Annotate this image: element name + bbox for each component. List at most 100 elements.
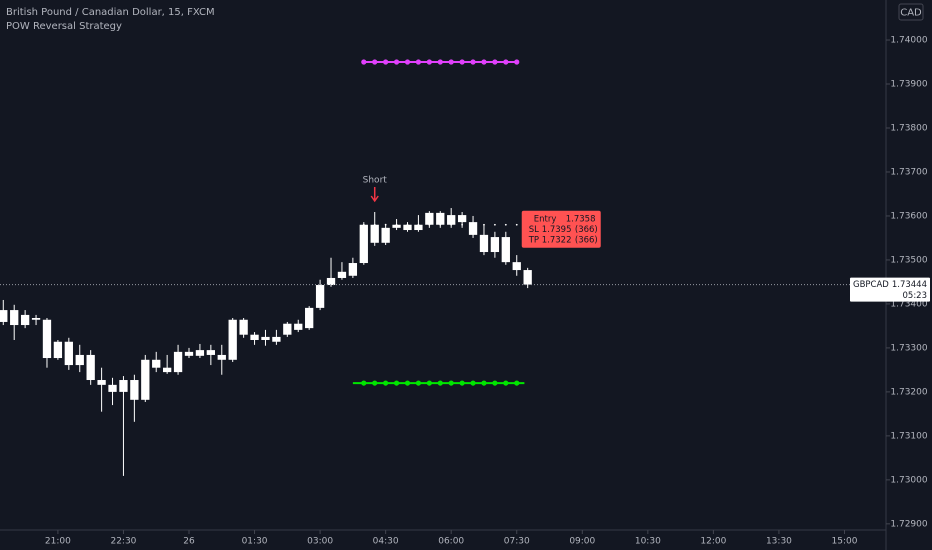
- x-tick-label: 26: [183, 537, 195, 547]
- x-tick-label: 12:00: [700, 537, 726, 547]
- candle-body: [108, 384, 117, 392]
- trade-info-label: TP: [528, 235, 539, 245]
- x-tick-label: 10:30: [635, 537, 661, 547]
- y-tick-label: 1.73800: [890, 123, 927, 133]
- candle-body: [490, 237, 500, 253]
- y-tick-label: 1.73500: [890, 255, 927, 265]
- sl-level-dot: [481, 59, 487, 65]
- candle-body: [217, 354, 226, 360]
- last-price-value: 1.73444: [892, 280, 927, 290]
- candle-body: [75, 354, 84, 366]
- candle-body: [501, 237, 510, 263]
- candle-body: [42, 319, 52, 359]
- trade-info-label: Entry: [534, 214, 557, 224]
- x-tick-label: 09:00: [569, 537, 595, 547]
- candle-body: [195, 350, 205, 356]
- candle-body: [468, 222, 478, 235]
- entry-dot: [493, 223, 496, 226]
- x-tick-label: 15:00: [832, 537, 858, 547]
- y-tick-label: 1.74000: [890, 36, 927, 46]
- sl-level-dot: [361, 59, 367, 65]
- candle-body: [206, 350, 215, 355]
- candle-body: [457, 215, 467, 223]
- sl-level-dot: [404, 59, 411, 65]
- candle-body: [436, 212, 445, 225]
- candle-body: [283, 323, 292, 335]
- x-tick-label: 04:30: [373, 537, 399, 547]
- candle-body: [359, 224, 368, 264]
- candle-body: [97, 380, 106, 385]
- tp-level-dot: [481, 380, 487, 386]
- tp-level-dot: [514, 380, 520, 386]
- tp-level-dot: [426, 380, 432, 386]
- tp-level-dot: [393, 380, 400, 386]
- x-tick-label: 06:00: [438, 537, 464, 547]
- entry-dot: [504, 223, 507, 226]
- tp-level-dot: [459, 380, 465, 386]
- candle-body: [250, 334, 259, 340]
- currency-box[interactable]: [898, 3, 924, 21]
- sl-level-dot: [459, 59, 465, 65]
- candle-body: [239, 319, 248, 335]
- y-tick-label: 1.73200: [890, 387, 927, 397]
- candle-body: [173, 351, 183, 373]
- candle-body: [64, 341, 73, 366]
- tp-level-dot: [503, 380, 509, 386]
- candle-body: [425, 212, 434, 225]
- entry-dot: [515, 223, 518, 226]
- tp-level-dot: [437, 380, 443, 386]
- x-tick-label: 03:00: [307, 537, 333, 547]
- sl-level-dot: [503, 59, 509, 65]
- sl-level-dot: [492, 59, 498, 65]
- y-tick-label: 1.73000: [890, 475, 927, 485]
- candle-body: [305, 307, 314, 329]
- signal-label: Short: [363, 176, 388, 186]
- candle-body: [479, 234, 489, 253]
- y-tick-label: 1.73300: [890, 343, 927, 353]
- sl-level-dot: [383, 59, 389, 65]
- candle-body: [381, 227, 390, 243]
- candle-body: [141, 359, 150, 400]
- candle-body: [152, 359, 161, 368]
- x-tick-label: 22:30: [110, 537, 136, 547]
- candle-body: [184, 351, 194, 356]
- candle-body: [130, 380, 139, 400]
- candle-body: [523, 270, 532, 285]
- trade-info-label: SL: [529, 225, 539, 235]
- candle-body: [392, 224, 401, 228]
- candle-body: [0, 310, 8, 322]
- candle-body: [53, 341, 63, 359]
- chart-title: British Pound / Canadian Dollar, 15, FXC…: [6, 7, 215, 18]
- candle-body: [294, 323, 303, 330]
- tp-level-dot: [470, 380, 476, 386]
- trade-info-ticks: (366): [575, 235, 598, 245]
- tp-level-dot: [448, 380, 454, 386]
- sl-level-dot: [415, 59, 422, 65]
- currency[interactable]: CAD: [900, 8, 922, 19]
- candle-body: [10, 310, 19, 326]
- candle-body: [315, 285, 325, 308]
- tp-level-dot: [383, 380, 389, 386]
- tp-level-dot: [372, 380, 378, 386]
- trade-info-value: 1.7358: [566, 214, 596, 224]
- chart-subtitle: POW Reversal Strategy: [6, 21, 122, 32]
- candle-body: [326, 277, 336, 286]
- y-tick-label: 1.73100: [890, 431, 927, 441]
- candle-body: [414, 224, 423, 231]
- x-tick-label: 07:30: [504, 537, 530, 547]
- candle-body: [20, 314, 30, 326]
- trade-info-value: 1.7322: [542, 235, 572, 245]
- trade-info-ticks: (366): [575, 225, 598, 235]
- trade-info-box: [521, 210, 601, 248]
- y-tick-label: 1.73400: [890, 299, 927, 309]
- candle-body: [512, 262, 521, 271]
- sl-level-dot: [470, 59, 476, 65]
- y-tick-label: 1.72900: [890, 519, 927, 529]
- candle-body: [261, 336, 270, 340]
- tp-level-dot: [415, 380, 422, 386]
- sl-level-dot: [426, 59, 432, 65]
- candle-body: [228, 319, 237, 360]
- candle-body: [162, 367, 172, 373]
- candle-body: [119, 380, 128, 392]
